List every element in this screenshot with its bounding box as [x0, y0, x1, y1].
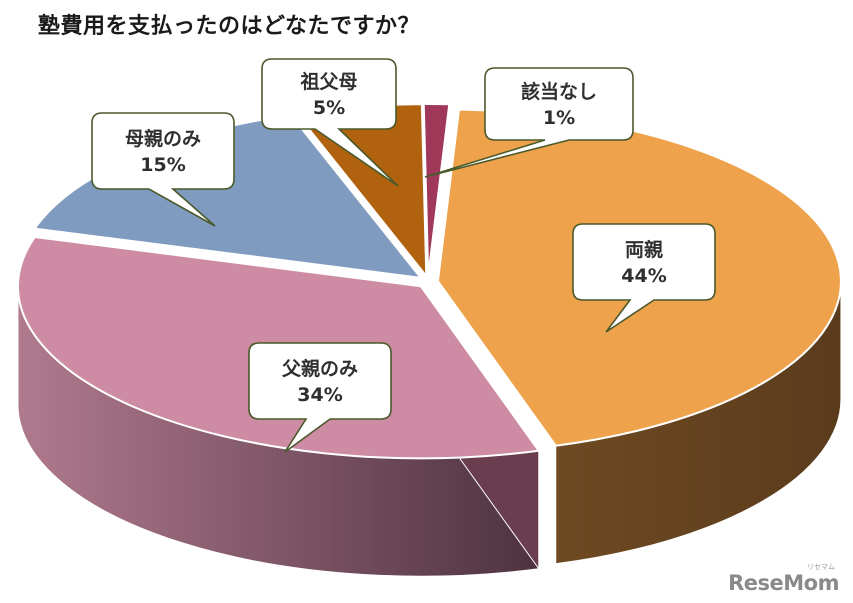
slice-label: 祖父母	[299, 70, 357, 93]
logo-subtext: リセマム	[807, 563, 835, 571]
slice-value-label: 5%	[313, 97, 345, 119]
callout-bubble	[248, 342, 392, 453]
slice-value-label: 15%	[140, 154, 185, 176]
callout-bubble	[91, 112, 235, 227]
callout-bubble	[572, 223, 716, 333]
slice-value-label: 1%	[543, 107, 575, 129]
chart-title: 塾費用を支払ったのはどなたですか？	[38, 14, 421, 39]
pie-slice	[422, 103, 451, 277]
slice-label: 両親	[625, 238, 663, 261]
callout-bubble	[424, 67, 634, 178]
slice-label: 該当なし	[521, 80, 597, 103]
slice-value-label: 44%	[621, 265, 666, 287]
callout-bubble	[261, 58, 399, 187]
slice-label: 父親のみ	[281, 357, 358, 380]
slice-value-label: 34%	[297, 384, 342, 406]
slice-label: 母親のみ	[125, 127, 201, 150]
resemom-logo: ReseMom	[728, 571, 839, 595]
